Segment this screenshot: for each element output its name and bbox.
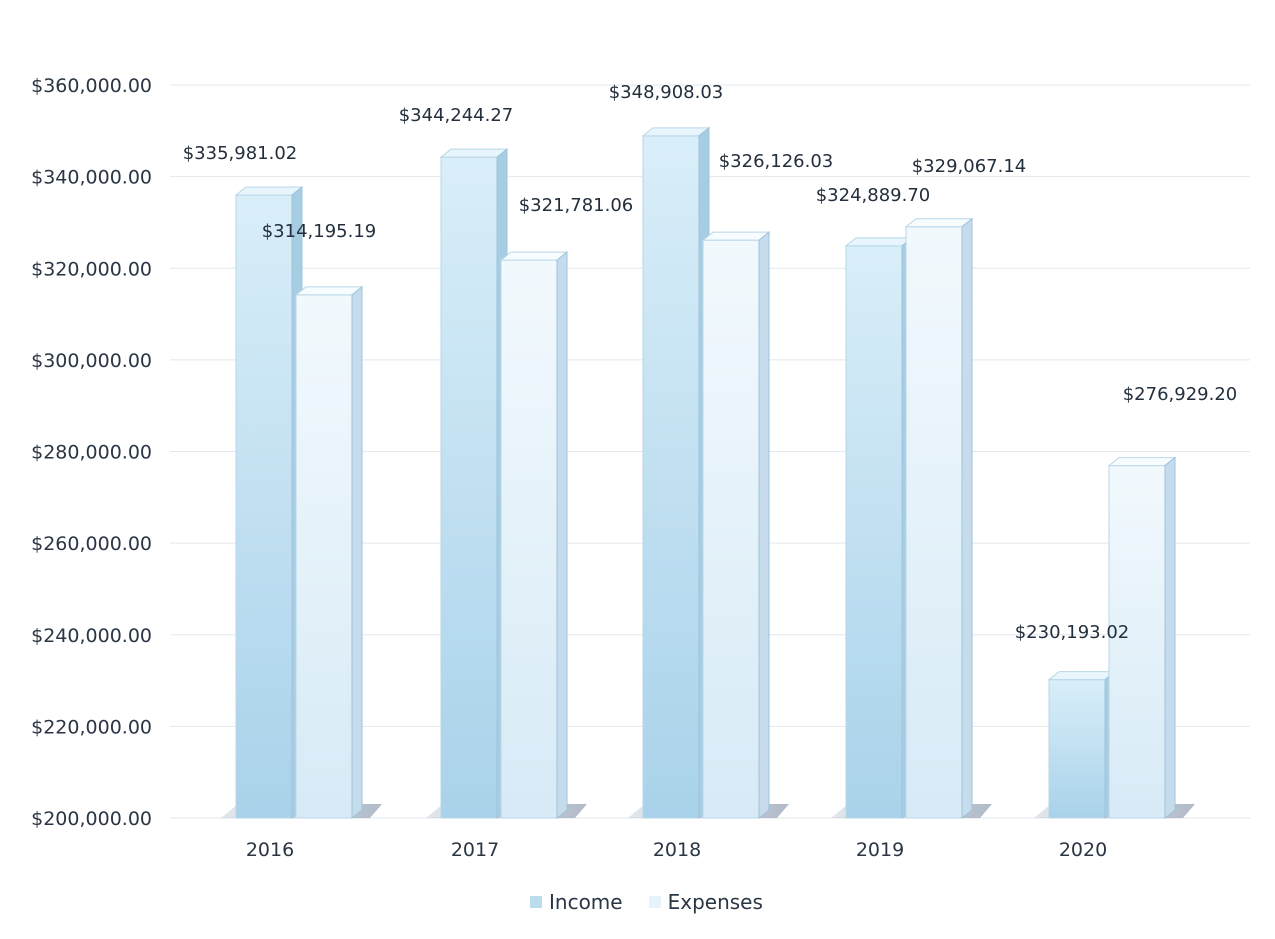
y-axis: $200,000.00 $220,000.00 $240,000.00 $260,00…	[31, 75, 152, 830]
bar-expenses	[295, 294, 353, 819]
bar-income	[1048, 679, 1106, 819]
bar-income	[642, 135, 700, 819]
bar-income-top	[1047, 671, 1117, 681]
data-label-expenses: $321,781.06	[519, 195, 634, 216]
bar-expenses	[905, 226, 963, 819]
y-tick-label: $340,000.00	[31, 167, 152, 189]
bar-expenses-side	[961, 217, 973, 820]
legend-label-expenses: Expenses	[667, 890, 763, 914]
x-tick-label: 2018	[653, 839, 701, 861]
legend: Income Expenses	[530, 890, 763, 914]
y-tick-label: $220,000.00	[31, 716, 152, 738]
y-tick-label: $260,000.00	[31, 533, 152, 555]
data-label-income: $335,981.02	[183, 143, 298, 164]
bar-income	[845, 245, 903, 819]
bar-income-top	[641, 127, 711, 137]
y-tick-label: $320,000.00	[31, 258, 152, 280]
x-tick-label: 2019	[856, 839, 904, 861]
bar-income-top	[844, 237, 914, 247]
data-label-income: $230,193.02	[1015, 622, 1130, 643]
y-tick-label: $200,000.00	[31, 808, 152, 830]
legend-item-expenses[interactable]: Expenses	[648, 890, 763, 914]
data-label-income: $344,244.27	[399, 105, 514, 126]
bar-income	[440, 156, 498, 819]
bar-expenses-side	[758, 231, 770, 820]
bar-income-top	[234, 186, 304, 196]
legend-label-income: Income	[549, 890, 623, 914]
y-tick-label: $240,000.00	[31, 625, 152, 647]
bar-income-top	[439, 148, 509, 158]
bar-expenses	[1108, 465, 1166, 819]
bars-layer	[221, 126, 1195, 820]
data-label-expenses: $326,126.03	[719, 151, 834, 172]
bar-expenses-side	[351, 285, 363, 820]
data-label-income: $324,889.70	[816, 185, 931, 206]
y-tick-label: $280,000.00	[31, 442, 152, 464]
bar-expenses-side	[1164, 456, 1176, 820]
bar-income	[235, 194, 293, 819]
legend-item-income[interactable]: Income	[530, 890, 623, 914]
bar-expenses-top	[1107, 457, 1177, 467]
x-tick-label: 2017	[451, 839, 499, 861]
y-tick-label: $300,000.00	[31, 350, 152, 372]
data-label-expenses: $276,929.20	[1123, 384, 1238, 405]
value-labels: $335,981.02 $314,195.19 $344,244.27 $321,78…	[183, 82, 1238, 643]
legend-swatch-expenses	[648, 896, 661, 908]
bar-expenses-top	[294, 286, 364, 296]
x-tick-label: 2020	[1059, 839, 1107, 861]
bar-expenses-side	[556, 251, 568, 820]
bar-expenses-top	[904, 218, 974, 228]
x-axis: 2016 2017 2018 2019 2020	[246, 839, 1107, 861]
x-tick-label: 2016	[246, 839, 294, 861]
data-label-expenses: $314,195.19	[262, 221, 377, 242]
bar-expenses	[500, 259, 558, 819]
bar-expenses-top	[499, 251, 569, 261]
bar-expenses-top	[701, 231, 771, 241]
y-tick-label: $360,000.00	[31, 75, 152, 97]
data-label-expenses: $329,067.14	[912, 156, 1027, 177]
data-label-income: $348,908.03	[609, 82, 724, 103]
legend-swatch-income	[530, 896, 542, 908]
bar-expenses	[702, 239, 760, 819]
